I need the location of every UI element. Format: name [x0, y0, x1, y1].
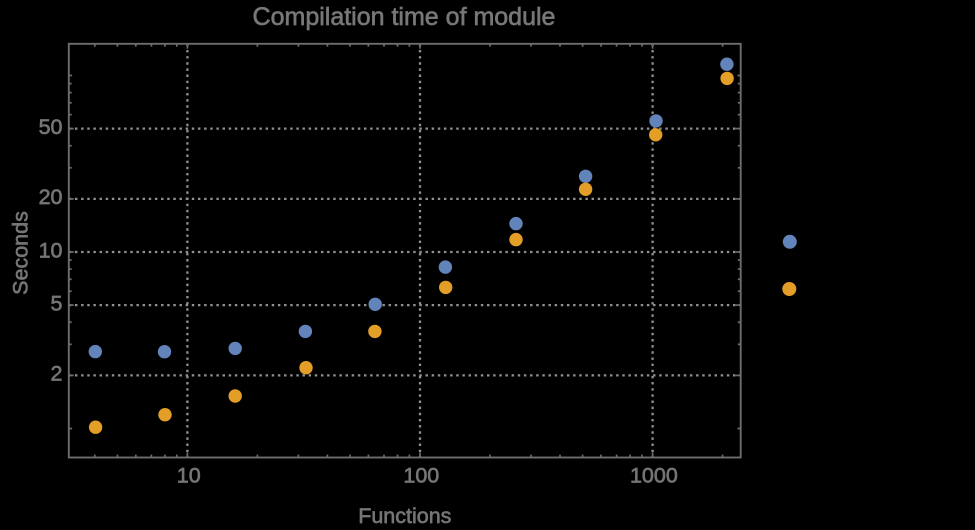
svg-text:Functions: Functions [358, 504, 451, 525]
svg-text:Seconds: Seconds [9, 211, 33, 295]
svg-text:2: 2 [51, 362, 63, 386]
svg-text:50: 50 [39, 115, 63, 139]
svg-text:Compilation time of module: Compilation time of module [253, 3, 556, 31]
svg-text:10: 10 [177, 464, 201, 488]
svg-text:100: 100 [403, 464, 439, 488]
svg-text:20: 20 [39, 185, 63, 209]
svg-text:10: 10 [39, 238, 63, 262]
svg-text:5: 5 [51, 291, 63, 315]
svg-text:1000: 1000 [630, 464, 678, 488]
